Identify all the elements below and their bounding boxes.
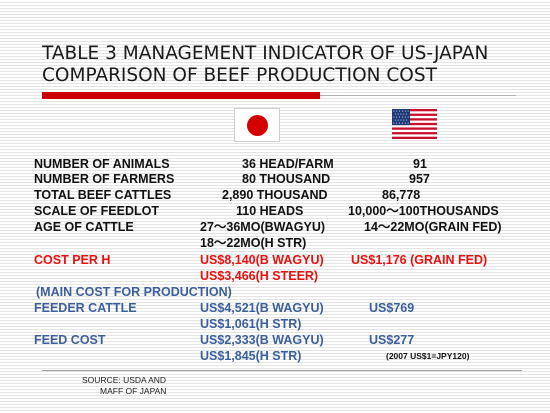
slide-title-line-1: TABLE 3 MANAGEMENT INDICATOR OF US-JAPAN	[42, 43, 489, 64]
row-cattles-label: TOTAL BEEF CATTLES	[34, 188, 172, 202]
row-animals-us: 91	[413, 157, 427, 171]
row-feed-us: US$277	[369, 333, 415, 347]
slide-title-line-2: COMPARISON OF BEEF PRODUCTION COST	[42, 65, 437, 86]
row-cost-japan: US$8,140(B WAGYU)	[200, 253, 324, 267]
row-animals-japan: 36 HEAD/FARM	[242, 157, 334, 171]
row-farmers-us: 957	[409, 172, 430, 186]
row-age-japan-2: 18～22MO(H STR)	[200, 236, 307, 250]
row-feeder-japan: US$4,521(B WAGYU)	[200, 301, 324, 315]
row-feed-japan-2: US$1,845(H STR)	[200, 349, 302, 363]
usa-flag-icon	[392, 109, 437, 139]
japan-flag-sun	[247, 115, 268, 136]
row-animals-label: NUMBER OF ANIMALS	[34, 157, 170, 171]
row-farmers-label: NUMBER OF FARMERS	[34, 172, 175, 186]
row-age-us: 14～22MO(GRAIN FED)	[364, 220, 502, 234]
source-note: SOURCE: USDA AND MAFF OF JAPAN	[82, 375, 166, 397]
row-cost-us: US$1,176 (GRAIN FED)	[351, 253, 488, 267]
row-feeder-japan-2: US$1,061(H STR)	[200, 317, 302, 331]
footer-divider	[42, 370, 522, 371]
row-feedlot-japan: 110 HEADS	[236, 204, 304, 218]
main-cost-heading: (MAIN COST FOR PRODUCTION)	[36, 285, 232, 299]
source-line-1: SOURCE: USDA AND	[82, 375, 167, 385]
row-cost-label: COST PER H	[34, 253, 111, 267]
source-line-2: MAFF OF JAPAN	[100, 386, 167, 396]
row-farmers-japan: 80 THOUSAND	[242, 172, 331, 186]
exchange-rate-note: (2007 US$1=JPY120)	[386, 351, 470, 361]
row-feedlot-label: SCALE OF FEEDLOT	[34, 204, 159, 218]
title-underline-gray	[320, 95, 516, 96]
row-feeder-us: US$769	[369, 301, 415, 315]
row-age-label: AGE OF CATTLE	[34, 220, 134, 234]
row-age-japan: 27～36MO(BWAGYU)	[200, 220, 326, 234]
row-cattles-japan: 2,890 THOUSAND	[222, 188, 328, 202]
title-underline-red	[42, 92, 320, 99]
row-feedlot-us: 10,000～100THOUSANDS	[348, 204, 499, 218]
row-cost-japan-2: US$3,466(H STEER)	[200, 269, 319, 283]
row-cattles-us: 86,778	[382, 188, 421, 202]
row-feed-label: FEED COST	[34, 333, 106, 347]
slide-title: TABLE 3 MANAGEMENT INDICATOR OF US-JAPAN…	[42, 43, 522, 87]
japan-flag-icon	[234, 108, 280, 142]
row-feed-japan: US$2,333(B WAGYU)	[200, 333, 324, 347]
row-feeder-label: FEEDER CATTLE	[34, 301, 137, 315]
